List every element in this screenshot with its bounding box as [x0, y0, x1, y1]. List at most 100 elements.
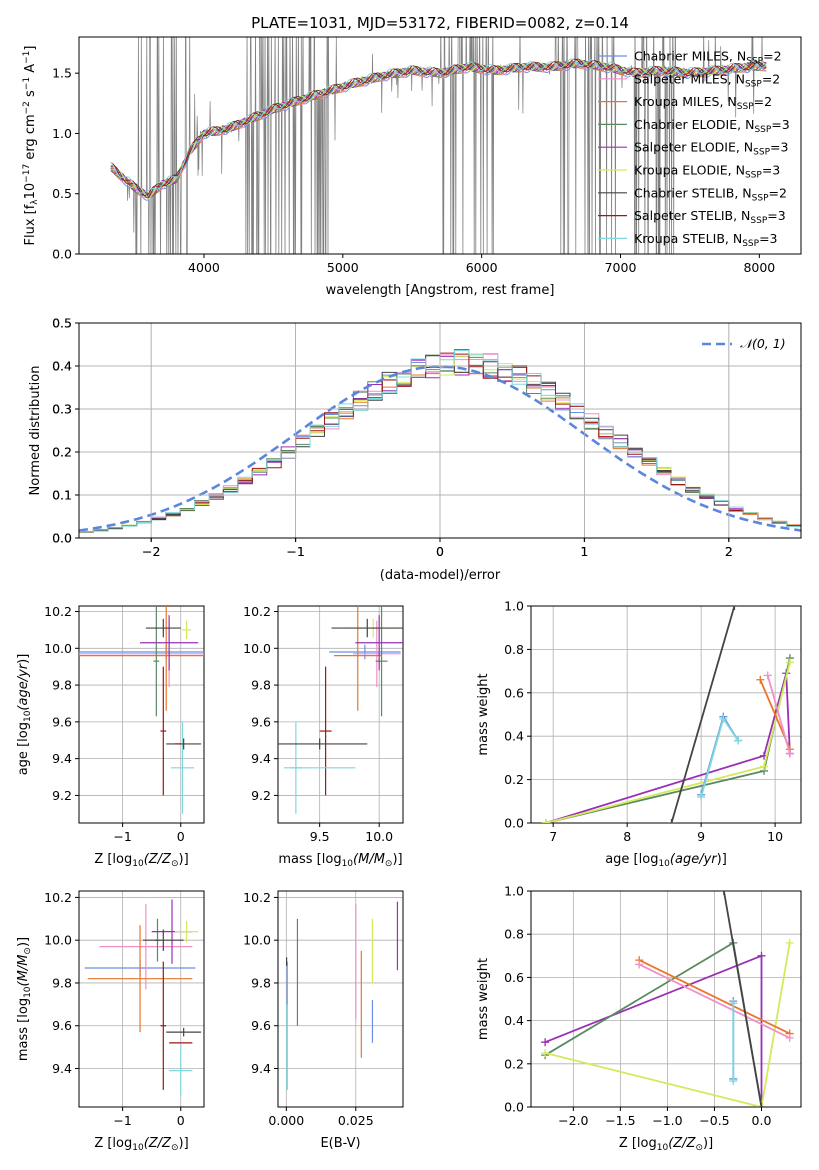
y-axis-label: age [log10(age/yr)] [16, 654, 33, 776]
y-tick-label: 9.8 [52, 975, 72, 990]
x-tick-label: 9 [697, 829, 705, 844]
y-axis-label: Flux [fλ10−17 erg cm−2 s−1 A−1] [22, 46, 40, 246]
y-tick-label: 9.8 [52, 678, 72, 693]
legend-entry: 𝒩(0, 1) [740, 336, 786, 351]
x-tick-label: 10 [767, 829, 783, 844]
weight-marker [729, 999, 738, 1008]
y-axis-label: mass [log10(M/M⊙)] [16, 937, 33, 1061]
x-tick-label: 2 [725, 544, 733, 559]
y-tick-label: 1.0 [52, 126, 72, 141]
y-tick-label: 9.4 [52, 1061, 72, 1076]
weight-marker [697, 792, 706, 801]
weight-lines [541, 606, 794, 823]
legend-entry: Chabrier ELODIE, NSSP=3 [634, 117, 790, 135]
y-tick-label: 0.0 [504, 1100, 524, 1115]
weight-marker [763, 671, 772, 680]
legend-entry: Salpeter STELIB, NSSP=3 [634, 208, 786, 226]
weight-marker [785, 938, 794, 947]
y-tick-label: 0.3 [52, 402, 72, 417]
weight-line [723, 891, 763, 1107]
age_vs_mass-panel: 9.5 10.0 9.2 9.4 9.6 9.8 10.0 10.2 mass [log10(M… [243, 604, 404, 869]
x-tick-label: −1.5 [605, 1113, 635, 1128]
weight-line [545, 662, 791, 823]
weight-marker [719, 714, 728, 723]
errorbars [286, 901, 399, 1090]
x-axis-label: (data-model)/error [380, 568, 501, 583]
x-tick-label: 8 [623, 829, 631, 844]
legend-entry: Chabrier MILES, NSSP=2 [634, 49, 782, 67]
x-tick-label: 0.000 [268, 1113, 304, 1128]
y-tick-label: 0.4 [52, 359, 72, 374]
age_vs_Z-panel: −1 0 9.2 9.4 9.6 9.8 10.0 10.2 Z [log10(Z/Z⊙)] ag… [16, 604, 205, 869]
y-tick-label: 9.6 [52, 1018, 72, 1033]
y-axis-label: Normed distribution [28, 366, 43, 496]
x-tick-label: −2 [142, 544, 160, 559]
y-tick-label: 0.0 [52, 531, 72, 546]
y-axis-label: mass weight [476, 673, 491, 755]
legend-entry: Salpeter MILES, NSSP=2 [634, 71, 780, 89]
x-tick-label: 0 [177, 1113, 185, 1128]
axes-frame [78, 36, 802, 255]
x-tick-label: 4000 [188, 260, 220, 275]
y-tick-label: 0.4 [504, 729, 524, 744]
errorbars [84, 899, 202, 1097]
y-tick-label: 0.0 [504, 816, 524, 831]
x-tick-label: −1 [113, 1113, 131, 1128]
errorbars [79, 606, 204, 814]
y-tick-label: 9.2 [52, 788, 72, 803]
weight-lines [541, 891, 794, 1107]
y-tick-label: 1.0 [504, 599, 524, 614]
figure-title: PLATE=1031, MJD=53172, FIBERID=0082, z=0… [251, 14, 629, 32]
weight-marker [541, 1038, 550, 1047]
y-tick-label: 0.5 [52, 186, 72, 201]
x-tick-label: 8000 [743, 260, 775, 275]
y-tick-label: 0.0 [52, 247, 72, 262]
mass_vs_Z-panel: −1 0 9.4 9.6 9.8 10.0 10.2 Z [log10(Z/Z⊙)] mass … [16, 890, 205, 1153]
x-tick-label: 1 [580, 544, 588, 559]
weight-marker [729, 1077, 738, 1086]
x-axis-label: wavelength [Angstrom, rest frame] [326, 283, 555, 298]
weight-marker [757, 951, 766, 960]
y-tick-label: 9.4 [52, 751, 72, 766]
x-tick-label: −1 [286, 544, 304, 559]
weight-line [638, 959, 791, 1035]
y-tick-label: 9.2 [251, 788, 271, 803]
y-tick-label: 9.8 [251, 975, 271, 990]
panels: 4000 5000 6000 7000 80000.00.51.01.5waveleng… [16, 36, 802, 1153]
weight-marker [785, 658, 794, 667]
x-tick-label: 0.0 [752, 1113, 772, 1128]
axes-frame [277, 605, 404, 824]
y-tick-label: 0.5 [52, 316, 72, 331]
weight-line [544, 942, 791, 1107]
x-axis-label: Z [log10(Z/Z⊙)] [619, 1136, 713, 1153]
weight-line [545, 657, 791, 823]
weight-marker [541, 1049, 550, 1057]
weight-marker [785, 749, 794, 758]
y-tick-label: 0.1 [52, 488, 72, 503]
y-tick-label: 9.4 [251, 751, 271, 766]
x-axis-label: Z [log10(Z/Z⊙)] [94, 852, 188, 869]
axes-frame [78, 322, 802, 539]
y-tick-label: 0.5 [52, 316, 72, 331]
y-tick-label: 0.3 [52, 402, 72, 417]
axes-frame [78, 890, 205, 1108]
y-tick-label: 9.6 [52, 714, 72, 729]
y-tick-label: 0.4 [52, 359, 72, 374]
x-tick-label: 6000 [466, 260, 498, 275]
legend-entry: Chabrier STELIB, NSSP=2 [634, 185, 787, 203]
axes-frame [277, 890, 404, 1108]
y-tick-label: 9.8 [251, 678, 271, 693]
y-tick-label: 0.6 [504, 685, 524, 700]
x-axis-label: age [log10(age/yr)] [605, 852, 727, 869]
x-tick-label: 0 [177, 829, 185, 844]
y-tick-label: 9.6 [251, 714, 271, 729]
x-tick-label: −2.0 [558, 1113, 588, 1128]
y-tick-label: 0.4 [504, 1013, 524, 1028]
x-tick-label: −1 [113, 829, 131, 844]
y-tick-label: 10.2 [243, 604, 271, 619]
x-tick-label: 9.5 [310, 829, 330, 844]
y-tick-label: 0.8 [504, 642, 524, 657]
y-tick-label: 0.8 [504, 927, 524, 942]
weight-marker [730, 606, 739, 610]
weight-marker [635, 960, 644, 969]
